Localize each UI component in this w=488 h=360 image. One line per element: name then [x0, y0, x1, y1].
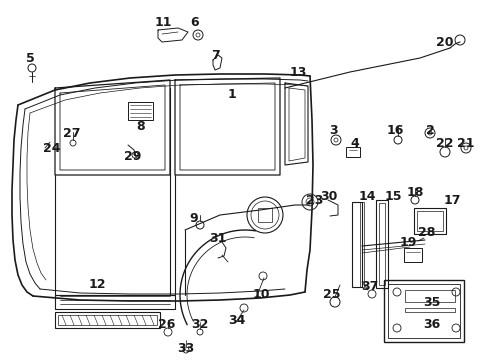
Text: 21: 21: [456, 136, 474, 149]
Bar: [346, 147, 359, 157]
Bar: [383, 280, 463, 342]
Text: 35: 35: [423, 296, 440, 309]
Text: 31: 31: [209, 231, 226, 244]
Bar: [387, 284, 459, 338]
Text: 2: 2: [425, 123, 433, 136]
Bar: [404, 308, 454, 312]
Text: 12: 12: [88, 279, 105, 292]
Text: 8: 8: [137, 120, 145, 132]
Text: 33: 33: [177, 342, 194, 355]
Bar: [359, 202, 363, 287]
Text: 22: 22: [435, 136, 453, 149]
Text: 11: 11: [154, 15, 171, 28]
Bar: [413, 208, 445, 234]
Text: 4: 4: [350, 136, 359, 149]
Text: 7: 7: [211, 49, 220, 62]
Text: 28: 28: [417, 225, 435, 239]
Text: 5: 5: [25, 51, 34, 64]
Text: 36: 36: [423, 319, 440, 332]
Text: 9: 9: [189, 212, 198, 225]
Bar: [351, 202, 361, 287]
Text: 25: 25: [323, 288, 340, 301]
Text: 26: 26: [158, 319, 175, 332]
Text: 16: 16: [386, 123, 403, 136]
Bar: [128, 102, 153, 120]
Bar: [404, 290, 454, 302]
Text: 20: 20: [435, 36, 453, 49]
Bar: [403, 248, 421, 262]
Text: 14: 14: [358, 189, 375, 202]
Text: 15: 15: [384, 189, 401, 202]
Text: 24: 24: [43, 141, 61, 154]
Bar: [258, 208, 271, 222]
Bar: [375, 200, 387, 288]
Text: 18: 18: [406, 185, 423, 198]
Text: 34: 34: [228, 314, 245, 327]
Text: 13: 13: [289, 66, 306, 78]
Text: 6: 6: [190, 15, 199, 28]
Text: 32: 32: [191, 319, 208, 332]
Text: 30: 30: [320, 189, 337, 202]
Text: 27: 27: [63, 126, 81, 140]
Bar: [416, 211, 442, 231]
Text: 29: 29: [124, 149, 142, 162]
Text: 17: 17: [442, 194, 460, 207]
Bar: [58, 315, 157, 325]
Text: 23: 23: [305, 194, 323, 207]
Text: 3: 3: [329, 123, 338, 136]
Bar: [378, 203, 384, 285]
Text: 1: 1: [227, 87, 236, 100]
Text: 19: 19: [399, 235, 416, 248]
Text: 37: 37: [361, 280, 378, 293]
Bar: [55, 295, 175, 309]
Bar: [55, 312, 160, 328]
Text: 10: 10: [252, 288, 269, 302]
